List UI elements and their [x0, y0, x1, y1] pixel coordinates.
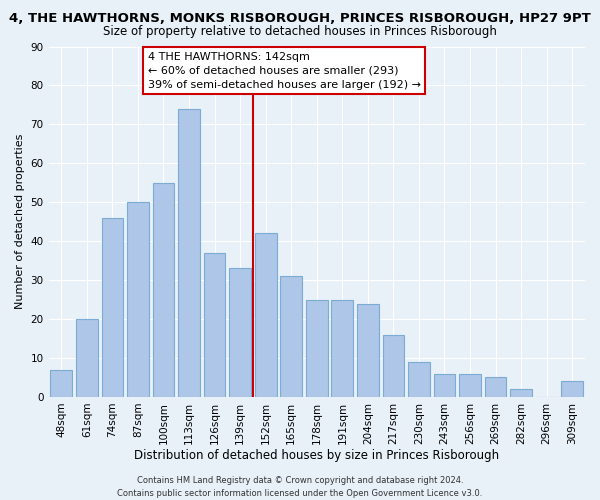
Bar — [255, 234, 277, 397]
Bar — [306, 300, 328, 397]
Bar — [229, 268, 251, 397]
Bar — [50, 370, 72, 397]
Text: Contains HM Land Registry data © Crown copyright and database right 2024.
Contai: Contains HM Land Registry data © Crown c… — [118, 476, 482, 498]
Bar — [434, 374, 455, 397]
Bar — [562, 382, 583, 397]
Bar — [408, 362, 430, 397]
Bar — [127, 202, 149, 397]
Bar — [204, 253, 226, 397]
X-axis label: Distribution of detached houses by size in Princes Risborough: Distribution of detached houses by size … — [134, 450, 499, 462]
Text: Size of property relative to detached houses in Princes Risborough: Size of property relative to detached ho… — [103, 25, 497, 38]
Bar — [152, 183, 175, 397]
Text: 4 THE HAWTHORNS: 142sqm
← 60% of detached houses are smaller (293)
39% of semi-d: 4 THE HAWTHORNS: 142sqm ← 60% of detache… — [148, 52, 421, 90]
Bar — [459, 374, 481, 397]
Y-axis label: Number of detached properties: Number of detached properties — [15, 134, 25, 310]
Bar — [178, 109, 200, 397]
Bar — [280, 276, 302, 397]
Text: 4, THE HAWTHORNS, MONKS RISBOROUGH, PRINCES RISBOROUGH, HP27 9PT: 4, THE HAWTHORNS, MONKS RISBOROUGH, PRIN… — [9, 12, 591, 26]
Bar — [76, 319, 98, 397]
Bar — [101, 218, 123, 397]
Bar — [510, 389, 532, 397]
Bar — [331, 300, 353, 397]
Bar — [485, 378, 506, 397]
Bar — [357, 304, 379, 397]
Bar — [383, 334, 404, 397]
